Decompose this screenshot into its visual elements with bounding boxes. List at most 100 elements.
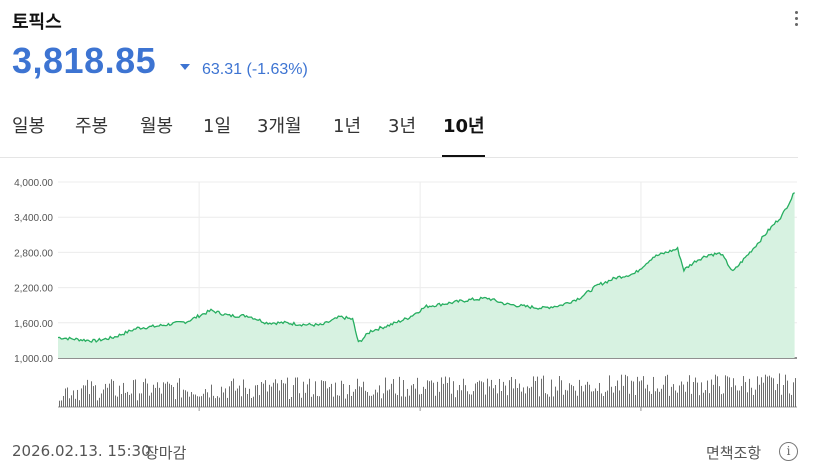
volume-bar [181, 397, 182, 407]
volume-bar [519, 383, 520, 407]
volume-bar [631, 380, 632, 407]
volume-bar [779, 373, 780, 407]
volume-bar [167, 381, 168, 407]
volume-bar [65, 388, 66, 407]
more-vertical-icon[interactable] [786, 8, 806, 34]
y-tick-label: 3,400.00 [14, 213, 53, 224]
volume-bar [173, 386, 174, 407]
volume-bar [479, 380, 480, 407]
volume-bar [585, 384, 586, 407]
volume-bar [775, 390, 776, 407]
volume-bar [387, 390, 388, 407]
volume-bar [535, 380, 536, 407]
volume-bar [409, 395, 410, 407]
volume-bar [739, 390, 740, 407]
volume-bar [529, 388, 530, 407]
volume-bar [747, 392, 748, 407]
volume-bar [99, 397, 100, 407]
disclaimer-link[interactable]: 면책조항 [706, 444, 762, 462]
tab-weekly[interactable]: 주봉 [75, 116, 109, 137]
volume-bar [285, 383, 286, 407]
volume-bar [187, 391, 188, 407]
volume-bar [179, 378, 180, 407]
volume-bar [611, 386, 612, 407]
tab-3years[interactable]: 3년 [388, 116, 417, 137]
volume-bar [725, 375, 726, 407]
tab-daily[interactable]: 일봉 [12, 116, 46, 137]
volume-bar [753, 394, 754, 407]
volume-bar [701, 382, 702, 407]
volume-bar [81, 388, 82, 407]
volume-bar [161, 393, 162, 407]
tab-1year[interactable]: 1년 [333, 116, 362, 137]
volume-bar [435, 395, 436, 407]
volume-bar [525, 393, 526, 407]
volume-bar [705, 390, 706, 407]
volume-bar [95, 385, 96, 407]
volume-bar [389, 389, 390, 407]
volume-bar [239, 385, 240, 407]
divider [0, 157, 798, 158]
volume-bar [237, 388, 238, 407]
volume-bar [177, 382, 178, 407]
volume-bar [281, 379, 282, 407]
volume-bar [377, 392, 378, 407]
tab-1day[interactable]: 1일 [203, 116, 232, 137]
volume-bar [769, 375, 770, 407]
volume-bar [683, 384, 684, 407]
volume-bar [157, 382, 158, 407]
volume-bar [411, 385, 412, 407]
volume-bar [765, 374, 766, 407]
volume-bar [123, 382, 124, 407]
volume-bar [665, 376, 666, 407]
volume-bar [429, 381, 430, 407]
volume-bar [253, 396, 254, 407]
volume-bar [333, 396, 334, 407]
info-icon[interactable]: i [779, 442, 798, 461]
volume-bar [245, 387, 246, 407]
volume-bar [175, 399, 176, 407]
volume-bar [283, 383, 284, 407]
volume-bar [219, 397, 220, 407]
y-tick-label: 2,200.00 [14, 284, 53, 295]
volume-bar [433, 382, 434, 407]
volume-bar [287, 377, 288, 407]
volume-bar [583, 391, 584, 407]
volume-bar [403, 380, 404, 407]
volume-bar [417, 377, 418, 407]
volume-bar [573, 386, 574, 407]
volume-bar [741, 386, 742, 407]
volume-bar [183, 389, 184, 407]
volume-bar [221, 386, 222, 407]
volume-bar [461, 390, 462, 407]
volume-bar [643, 376, 644, 407]
volume-bar [147, 383, 148, 407]
volume-bar [229, 386, 230, 407]
volume-bar [723, 393, 724, 407]
volume-bar [609, 375, 610, 407]
volume-bar [485, 394, 486, 407]
y-tick-label: 4,000.00 [14, 178, 53, 189]
price-chart[interactable]: 4,000.00 3,400.00 2,800.00 2,200.00 1,600.00… [0, 166, 821, 412]
volume-bar [159, 387, 160, 407]
volume-bar [447, 382, 448, 407]
volume-bar [781, 394, 782, 407]
volume-bar [345, 398, 346, 407]
volume-bar [537, 376, 538, 407]
volume-bar [491, 379, 492, 407]
volume-bar [61, 400, 62, 407]
volume-bar [761, 377, 762, 407]
tab-3months[interactable]: 3개월 [257, 116, 302, 137]
volume-bar [471, 394, 472, 407]
volume-bar [343, 383, 344, 407]
volume-bar [235, 390, 236, 407]
tab-monthly[interactable]: 월봉 [140, 116, 174, 137]
volume-bar [699, 395, 700, 407]
volume-bar [501, 390, 502, 407]
volume-bar [365, 390, 366, 407]
volume-bar [165, 383, 166, 407]
volume-bar [347, 394, 348, 407]
volume-bar [641, 380, 642, 407]
tab-10years[interactable]: 10년 [443, 116, 485, 137]
volume-bar [649, 391, 650, 407]
